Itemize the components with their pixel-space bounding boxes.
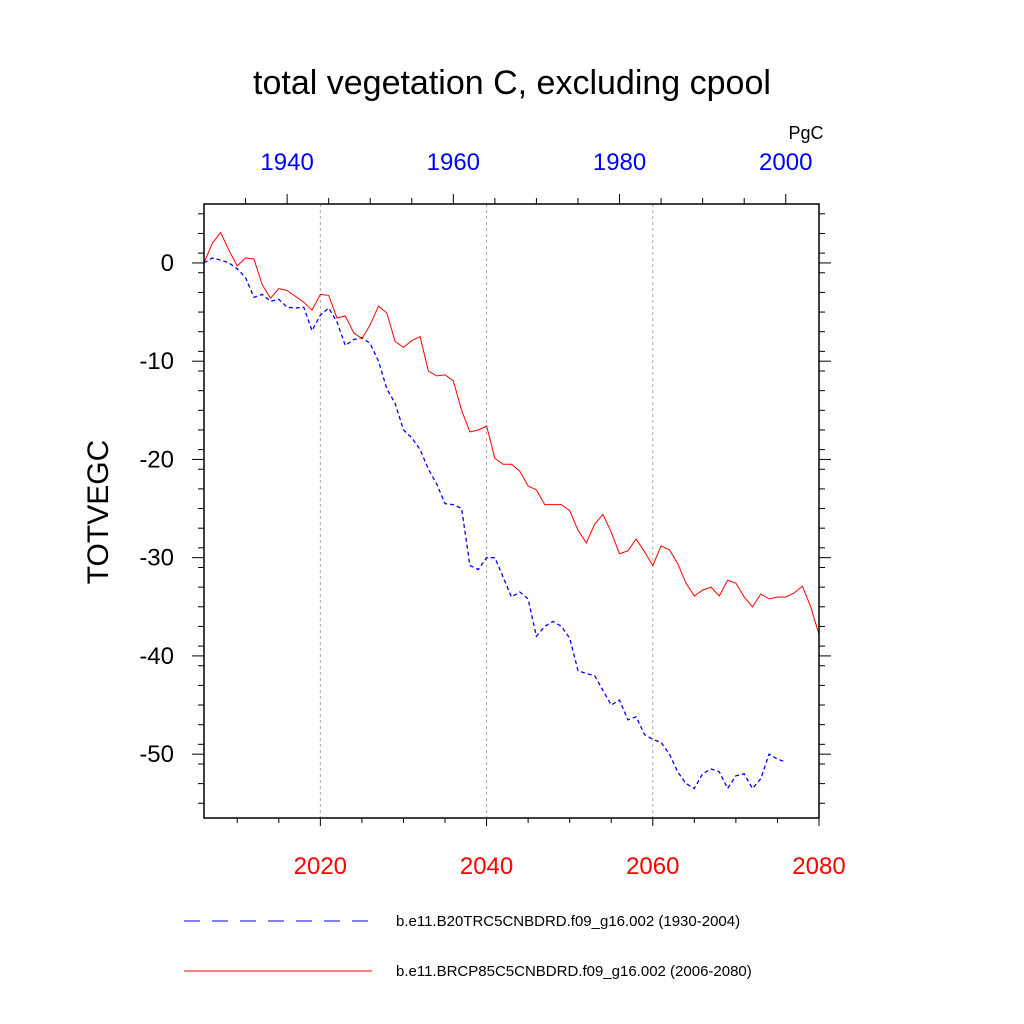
x-bottom-tick-label-1: 2040 — [460, 853, 513, 880]
units-label: PgC — [788, 123, 823, 143]
x-top-tick-label-3: 2000 — [759, 149, 812, 176]
x-top-tick-label-2: 1980 — [593, 149, 646, 176]
x-top-tick-label-0: 1940 — [260, 149, 313, 176]
x-top-tick-label-1: 1960 — [427, 149, 480, 176]
y-tick-label-2: -20 — [139, 446, 174, 473]
legend-label-historical: b.e11.B20TRC5CNBDRD.f09_g16.002 (1930-20… — [396, 913, 740, 930]
y-tick-label-4: -40 — [139, 643, 174, 670]
chart-title: total vegetation C, excluding cpool — [253, 64, 771, 102]
y-tick-label-5: -50 — [139, 741, 174, 768]
y-tick-label-1: -10 — [139, 348, 174, 375]
plot-area: 0 -10 -20 -30 -40 -50 2020 2040 2060 2080 1940 1960… — [139, 149, 845, 880]
series-line-0 — [203, 257, 787, 790]
legend-label-rcp85: b.e11.BRCP85C5CNBDRD.f09_g16.002 (2006-2… — [396, 963, 752, 980]
x-bottom-tick-label-3: 2080 — [792, 853, 845, 880]
legend: b.e11.B20TRC5CNBDRD.f09_g16.002 (1930-20… — [184, 913, 752, 980]
x-bottom-tick-label-2: 2060 — [626, 853, 679, 880]
series-line-1 — [203, 231, 820, 635]
plot-frame — [203, 203, 820, 819]
y-tick-label-0: 0 — [161, 250, 174, 277]
x-bottom-tick-label-0: 2020 — [294, 853, 347, 880]
y-axis-label: TOTVEGC — [82, 440, 115, 584]
y-tick-label-3: -30 — [139, 545, 174, 572]
